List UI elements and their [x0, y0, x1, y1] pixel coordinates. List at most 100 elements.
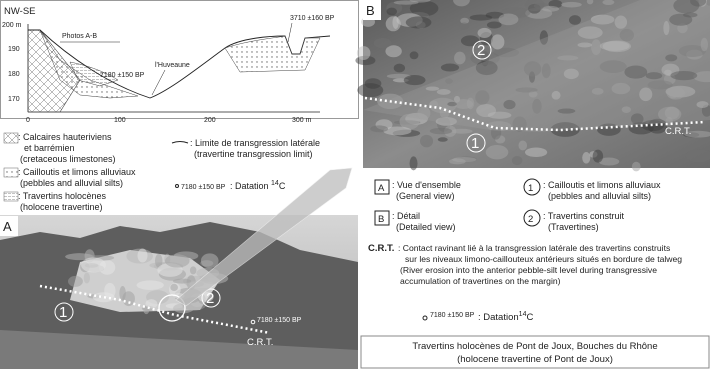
detail-circle [158, 294, 186, 322]
texture-spot [693, 71, 710, 83]
dating-text: : Datation14C [478, 311, 533, 323]
contact-label: C.R.T. [247, 337, 273, 348]
panel-letter: A [3, 219, 12, 234]
texture-spot [524, 0, 545, 12]
texture-spot [639, 87, 653, 102]
texture-spot [485, 144, 509, 160]
rock-texture [355, 0, 710, 172]
key: 1 [528, 183, 533, 194]
texture-spot [658, 106, 682, 122]
texture-spot [602, 0, 615, 5]
texture-spot [173, 251, 199, 261]
texture-spot [172, 278, 192, 284]
dating-text: : Datation 14C [230, 180, 286, 191]
panel-letter: B [366, 3, 375, 18]
texture-spot [700, 37, 709, 52]
texture-spot [645, 72, 663, 80]
swatch [3, 191, 19, 202]
texture-spot [469, 14, 493, 21]
legend-text: : Calcaires hauteriviens [18, 132, 112, 142]
texture-spot [577, 26, 603, 39]
texture-spot [435, 116, 457, 126]
marker-label: 2 [477, 42, 485, 59]
texture-spot [154, 253, 163, 268]
texture-spot [453, 0, 470, 7]
swatch [3, 167, 19, 178]
legend-text: : Limite de transgression latérale [190, 138, 320, 148]
texture-spot [409, 51, 419, 60]
texture-spot [664, 69, 672, 75]
leader [287, 22, 293, 43]
dating-sample: 7180 ±150 BP [430, 312, 475, 319]
texture-spot [383, 126, 412, 136]
texture-spot [477, 27, 492, 39]
panel-box [363, 0, 381, 20]
leader [151, 69, 166, 96]
ground [0, 330, 358, 369]
legend-text: : Travertins holocènes [18, 191, 107, 201]
legend-text: (General view) [396, 191, 455, 201]
texture-spot [403, 74, 426, 86]
texture-spot [459, 22, 469, 30]
texture-spot [541, 5, 560, 12]
texture-spot [599, 60, 627, 73]
x-label: 0 [26, 117, 30, 124]
texture-spot [137, 248, 148, 263]
caption: Travertins holocènes de Pont de Joux, Bo… [360, 335, 710, 369]
marker-label: 1 [59, 304, 67, 321]
texture-spot [678, 45, 706, 57]
legend-text: sur les niveaux limono-caillouteux antér… [405, 254, 682, 264]
texture-spot [460, 35, 480, 47]
texture-spot [486, 21, 502, 29]
legend-text: (cretaceous limestones) [20, 154, 116, 164]
dating-sample: 7180 ±150 BP [181, 184, 226, 191]
date-label: 3710 ±160 BP [290, 15, 335, 22]
legend-text: (Detailed view) [396, 222, 456, 232]
texture-spot [518, 140, 528, 151]
texture-spot [173, 303, 194, 314]
texture-spot [539, 30, 549, 45]
texture-spot [476, 104, 497, 118]
texture-spot [200, 253, 219, 269]
key: B [378, 214, 384, 225]
y-label: 190 [8, 46, 20, 53]
texture-spot [706, 0, 710, 6]
superscript: 14 [271, 180, 279, 187]
legend-text: (pebbles and alluvial silts) [548, 191, 651, 201]
texture-spot [450, 128, 473, 134]
cross-section: NW-SE 200 m 190 180 170 0 100 200 300 m … [0, 0, 359, 124]
texture-spot [417, 106, 431, 121]
key: 2 [528, 214, 533, 225]
legend-text: : Vue d'ensemble [392, 180, 461, 190]
legend-text: (Travertines) [548, 222, 599, 232]
date-label: 7180 ±150 BP [257, 317, 302, 324]
key-box [374, 210, 390, 226]
texture-spot [429, 127, 453, 135]
texture-spot [409, 156, 418, 171]
caption-line: Travertins holocènes de Pont de Joux, Bo… [412, 341, 657, 352]
dating-label: : Datation [230, 181, 271, 191]
texture-spot [447, 101, 457, 107]
photo-a: A 1 2 7180 ±150 BP C.R.T. [0, 215, 358, 369]
texture-spot [493, 47, 519, 58]
texture-spot [550, 122, 580, 137]
swatch [3, 132, 19, 144]
texture-spot [122, 291, 135, 307]
texture-spot [614, 15, 628, 29]
texture-spot [189, 266, 197, 275]
x-label: 200 [204, 117, 216, 124]
legend-text: : Travertins construit [543, 211, 625, 221]
legend-text: : Contact ravinant lié à la transgressio… [398, 243, 670, 253]
highlight [363, 0, 710, 132]
texture-spot [393, 0, 419, 5]
caption-box [360, 335, 710, 369]
texture-spot [541, 63, 551, 79]
alluvium-right [224, 35, 321, 73]
texture-spot [420, 134, 434, 148]
texture-spot [551, 90, 561, 100]
contact-line [39, 284, 271, 335]
texture-spot [577, 42, 593, 48]
texture-spot [393, 63, 406, 73]
texture-spot [684, 130, 710, 138]
